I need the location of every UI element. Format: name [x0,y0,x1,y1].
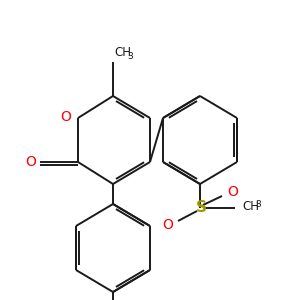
Text: CH: CH [242,200,259,214]
Text: 3: 3 [127,52,133,61]
Text: S: S [196,200,206,214]
Text: O: O [60,110,71,124]
Text: 3: 3 [255,200,261,209]
Text: CH: CH [114,46,131,59]
Text: O: O [227,185,238,199]
Text: O: O [162,218,173,232]
Text: O: O [25,155,36,169]
